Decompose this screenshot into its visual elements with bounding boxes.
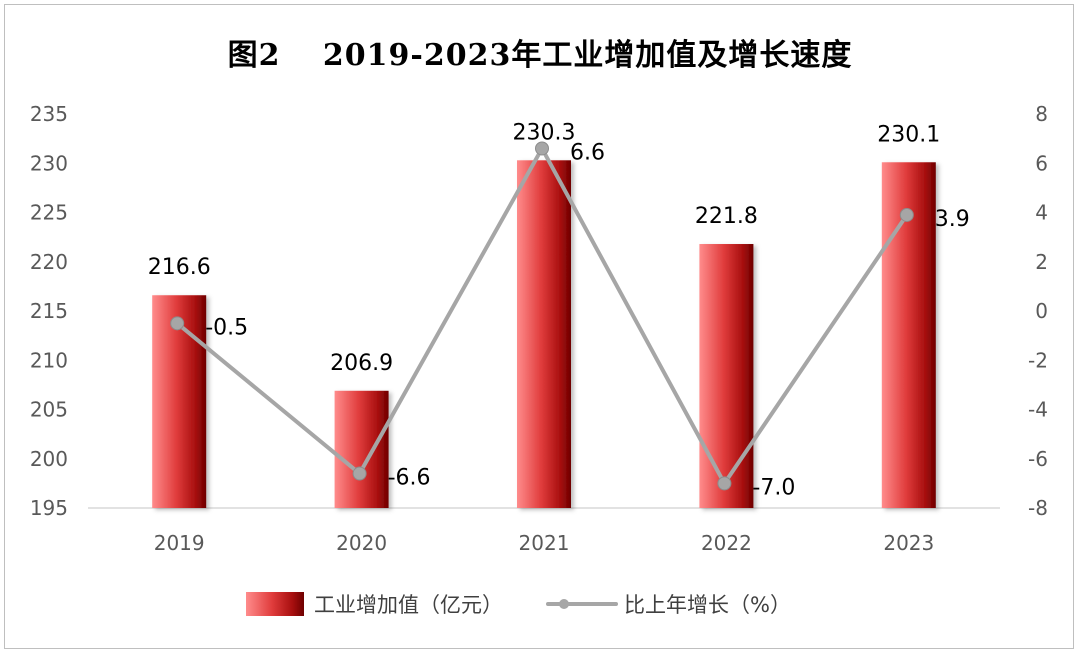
bar-2019 [152,295,207,508]
left-y-tick-label: 200 [30,447,68,471]
growth-point-2021 [535,141,549,156]
legend-bar-swatch [246,592,304,616]
right-y-tick-label: -2 [1028,348,1048,372]
right-y-tick-label: -4 [1028,398,1048,422]
left-y-tick-label: 225 [30,201,68,225]
left-y-tick-label: 195 [30,496,68,520]
growth-point-2020 [352,466,367,481]
left-y-tick-label: 230 [30,151,68,175]
right-y-tick-label: 6 [1035,151,1048,175]
bar-value-label: 230.1 [877,122,940,147]
bar-value-label: 221.8 [695,204,758,229]
right-y-tick-label: -6 [1028,447,1048,471]
right-y-tick-label: 0 [1035,299,1048,323]
left-y-tick-label: 235 [30,102,68,126]
x-tick-label: 2019 [154,531,205,555]
right-y-tick-label: 8 [1035,102,1048,126]
growth-value-label: -6.6 [388,466,431,491]
growth-value-label: 3.9 [935,207,970,232]
x-tick-label: 2023 [883,531,934,555]
legend-bar-label: 工业增加值（亿元） [314,593,503,617]
bar-value-label: 216.6 [148,255,211,280]
growth-value-label: -7.0 [752,475,795,500]
legend-line-label: 比上年增长（%） [624,593,791,617]
bar-2020 [334,390,389,508]
right-y-tick-label: -8 [1028,496,1048,520]
x-tick-label: 2022 [701,531,752,555]
left-y-tick-label: 205 [30,398,68,422]
left-y-tick-label: 210 [30,348,68,372]
bar-2021 [517,160,571,509]
growth-point-2023 [899,207,914,222]
chart-title: 图2 2019-2023年工业增加值及增长速度 [227,38,853,73]
growth-point-2022 [717,476,732,491]
bar-value-label: 230.3 [513,120,576,145]
x-tick-label: 2020 [336,531,387,555]
right-y-tick-label: 2 [1035,250,1048,274]
x-tick-label: 2021 [519,531,570,555]
growth-value-label: -0.5 [205,315,248,340]
left-y-tick-label: 215 [30,299,68,323]
growth-value-label: 6.6 [570,140,605,165]
bar-value-label: 206.9 [330,351,393,376]
legend-line-marker [559,599,569,609]
left-y-tick-label: 220 [30,250,68,274]
growth-point-2019 [170,316,185,331]
right-y-tick-label: 4 [1035,201,1048,225]
bar-2022 [699,244,754,508]
